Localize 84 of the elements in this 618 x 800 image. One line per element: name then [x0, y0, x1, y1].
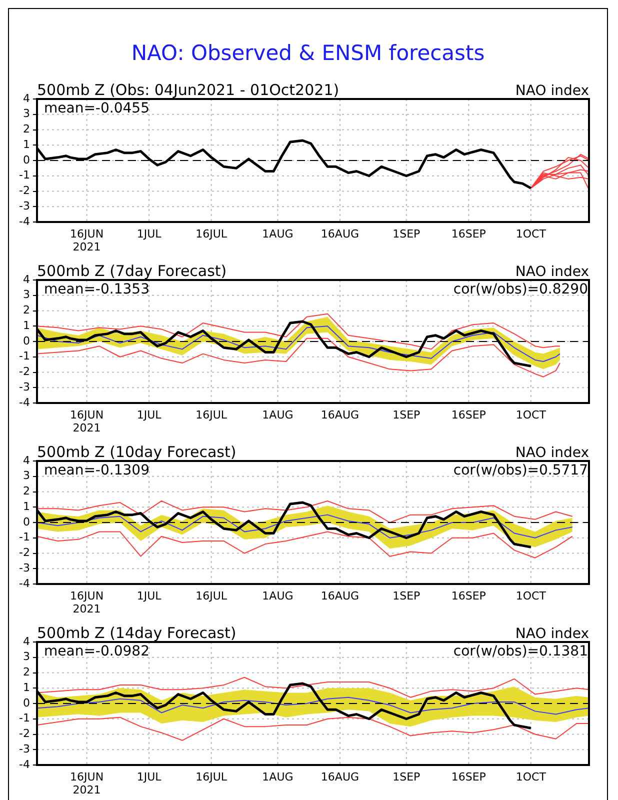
- x-tick-label: 16SEP: [451, 770, 486, 784]
- x-tick-label: 1OCT: [516, 589, 546, 602]
- chart-title: 500mb Z (14day Forecast): [37, 624, 236, 642]
- y-tick-label: 2: [23, 666, 30, 679]
- annotation: mean=-0.1309: [44, 462, 150, 479]
- x-tick-label: 16JUN 2021: [70, 770, 104, 797]
- y-tick-label: 4: [23, 92, 30, 105]
- x-tick-label: 1OCT: [516, 770, 546, 784]
- x-tick-label: 1SEP: [392, 589, 421, 602]
- y-tick-label: 3: [23, 288, 30, 302]
- annotation: NAO index: [515, 264, 589, 280]
- y-tick-label: 1: [23, 138, 30, 151]
- y-tick-label: -3: [19, 199, 30, 212]
- y-tick-label: 0: [23, 153, 30, 166]
- y-tick-label: -4: [19, 396, 30, 409]
- annotation: cor(w/obs)=0.5717: [453, 462, 588, 479]
- x-tick-label: 1AUG: [262, 227, 294, 240]
- x-tick-label: 16JUL: [196, 408, 228, 422]
- y-tick-label: -1: [19, 168, 30, 182]
- chart-subtitle: 500mb Z (Obs: 04Jun2021 - 01Oct2021): [37, 81, 340, 99]
- x-tick-label: 1SEP: [392, 770, 421, 784]
- chart-title: 500mb Z (10day Forecast): [37, 443, 236, 461]
- y-tick-label: -3: [19, 380, 30, 394]
- x-tick-label: 1SEP: [392, 408, 421, 422]
- x-tick-label: 16AUG: [320, 589, 360, 602]
- y-tick-label: 1: [23, 500, 30, 513]
- y-tick-label: 4: [23, 272, 30, 286]
- annotation: mean=-0.0455: [44, 100, 150, 117]
- y-tick-label: -2: [19, 546, 30, 560]
- y-tick-label: 1: [23, 680, 30, 694]
- x-tick-label: 16JUN 2021: [70, 227, 104, 254]
- y-tick-label: -2: [19, 184, 30, 198]
- y-tick-label: -2: [19, 365, 30, 378]
- x-tick-label: 16JUL: [196, 227, 228, 240]
- x-tick-label: 16SEP: [451, 408, 486, 422]
- annotation: NAO index: [515, 626, 589, 642]
- y-tick-label: 3: [23, 107, 30, 120]
- x-tick-label: 16AUG: [320, 770, 360, 784]
- y-tick-label: -4: [19, 214, 30, 228]
- chart-title: 500mb Z (7day Forecast): [37, 262, 227, 280]
- x-tick-label: 16AUG: [320, 227, 360, 240]
- y-tick-label: -4: [19, 576, 30, 590]
- y-tick-label: -4: [19, 758, 30, 771]
- y-tick-label: 2: [23, 122, 30, 136]
- x-tick-label: 16SEP: [451, 589, 486, 602]
- y-tick-label: -1: [19, 350, 30, 363]
- x-tick-label: 16JUL: [196, 589, 228, 602]
- annotation: cor(w/obs)=0.1381: [453, 644, 588, 660]
- y-tick-label: -1: [19, 530, 30, 544]
- y-tick-label: 2: [23, 484, 30, 498]
- x-tick-label: 1OCT: [516, 408, 546, 422]
- y-tick-label: -2: [19, 727, 30, 740]
- x-tick-label: 1AUG: [262, 408, 294, 422]
- annotation: mean=-0.0982: [44, 644, 150, 660]
- x-tick-label: 16JUN 2021: [70, 408, 104, 435]
- y-tick-label: 4: [23, 454, 30, 467]
- y-tick-label: 2: [23, 304, 30, 317]
- x-tick-label: 1JUL: [136, 589, 162, 602]
- chart-title: NAO: Observed & ENSM forecasts: [130, 40, 486, 67]
- x-tick-label: 16AUG: [320, 408, 360, 422]
- x-tick-label: 1OCT: [516, 227, 546, 240]
- y-tick-label: 3: [23, 469, 30, 482]
- x-tick-label: 1SEP: [392, 227, 421, 240]
- y-tick-label: -3: [19, 742, 30, 756]
- annotation: cor(w/obs)=0.8290: [453, 282, 588, 298]
- y-tick-label: 3: [23, 650, 30, 664]
- x-tick-label: 1JUL: [136, 770, 162, 784]
- annotation: mean=-0.1353: [44, 282, 150, 298]
- annotation: NAO index: [515, 445, 589, 461]
- y-tick-label: 0: [23, 696, 30, 710]
- y-tick-label: -1: [19, 712, 30, 725]
- y-tick-label: -3: [19, 561, 30, 574]
- x-tick-label: 1JUL: [136, 408, 162, 422]
- x-tick-label: 1JUL: [136, 227, 162, 240]
- y-tick-label: 1: [23, 318, 30, 332]
- x-tick-label: 16SEP: [451, 227, 486, 240]
- x-tick-label: 1AUG: [262, 589, 294, 602]
- x-tick-label: 16JUN 2021: [70, 589, 104, 616]
- y-tick-label: 0: [23, 334, 30, 348]
- x-tick-label: 16JUL: [196, 770, 228, 784]
- y-tick-label: 0: [23, 515, 30, 528]
- annotation: NAO index: [515, 83, 589, 99]
- x-tick-label: 1AUG: [262, 770, 294, 784]
- y-tick-label: 4: [23, 634, 30, 648]
